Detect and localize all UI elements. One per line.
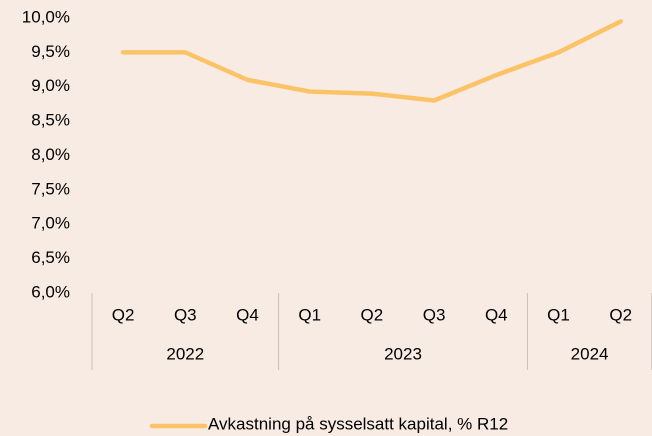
- y-tick-label: 6,5%: [31, 248, 70, 267]
- x-tick-label: Q1: [298, 305, 321, 324]
- y-tick-label: 9,5%: [31, 42, 70, 61]
- x-tick-label: Q4: [485, 305, 508, 324]
- x-tick-label: Q2: [112, 305, 135, 324]
- line-series: [120, 19, 623, 103]
- x-tick-label: Q1: [547, 305, 570, 324]
- y-tick-label: 7,0%: [31, 214, 70, 233]
- x-group-label: 2024: [571, 344, 609, 363]
- x-tick-label: Q3: [174, 305, 197, 324]
- x-tick-label: Q4: [236, 305, 259, 324]
- x-group-label: 2022: [166, 344, 204, 363]
- y-tick-label: 6,0%: [31, 282, 70, 301]
- x-group-label: 2023: [384, 344, 422, 363]
- y-tick-label: 7,5%: [31, 179, 70, 198]
- y-tick-label: 9,0%: [31, 76, 70, 95]
- x-tick-label: Q2: [609, 305, 632, 324]
- y-tick-label: 8,0%: [31, 145, 70, 164]
- y-tick-label: 10,0%: [22, 7, 70, 26]
- x-tick-label: Q3: [423, 305, 446, 324]
- x-tick-label: Q2: [361, 305, 384, 324]
- y-tick-label: 8,5%: [31, 111, 70, 130]
- legend-label: Avkastning på sysselsatt kapital, % R12: [208, 414, 508, 433]
